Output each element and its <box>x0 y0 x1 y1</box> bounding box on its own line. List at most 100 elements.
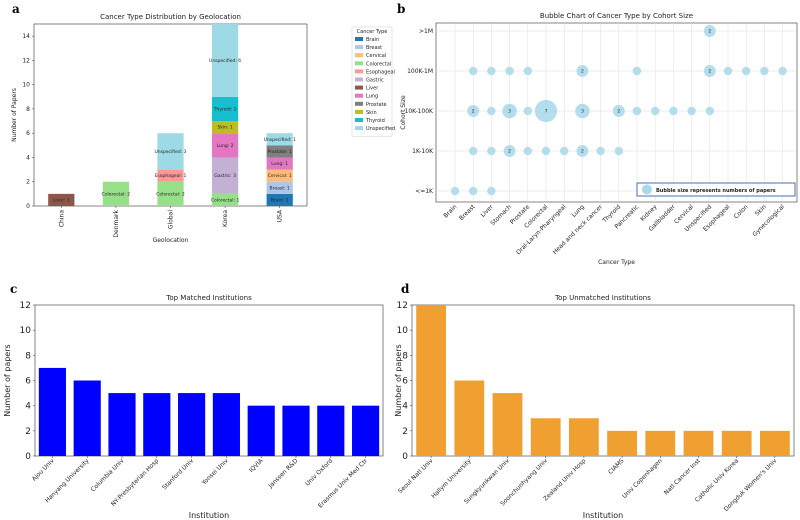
legend-label-liver: Liver <box>366 86 379 92</box>
legend-title: Cancer Type <box>357 29 388 35</box>
x-tick-label: Colon <box>733 203 750 220</box>
bar-segment-korea-gastric <box>211 157 239 194</box>
bar-sungkyunkwan-univ <box>492 393 523 456</box>
bubble-gynecological-100k-1m <box>778 66 787 76</box>
x-tick-label: Global <box>168 210 175 229</box>
bubble-liver-1k <box>487 186 496 196</box>
bubble-thyroid-1k-10k <box>614 146 623 156</box>
bubble-pancreatic-100k-1m <box>632 66 642 76</box>
panel-label-b: b <box>397 2 405 16</box>
bubble-count-label: 3 <box>581 109 584 115</box>
bubble-breast-1k-10k <box>469 146 478 156</box>
bar-hanyang-university <box>73 380 101 456</box>
segment-label: Esophageal: 1 <box>155 173 187 179</box>
bar-segment-usa-unspecified <box>266 133 293 146</box>
bubble-head-and-neck-cancer-1k-10k <box>596 146 605 156</box>
bar-segment-usa-prostate <box>266 145 293 158</box>
bubble-count-label: 2 <box>508 149 511 155</box>
x-tick-label: CIAMS <box>607 457 626 476</box>
bubble-breast-100k-1m <box>469 66 478 76</box>
bubble-count-label: 2 <box>581 149 584 155</box>
legend-swatch-brain <box>355 37 363 41</box>
legend-label-skin: Skin <box>366 110 377 116</box>
y-axis-label: Cohort Size <box>400 95 407 130</box>
x-tick-label: Janssen R&D <box>267 457 300 490</box>
bubble-lung-1k-10k <box>576 145 589 157</box>
legend-label-esophageal: Esophageal <box>366 69 395 75</box>
bar-segment-korea-colorectal <box>211 193 239 206</box>
bubble-liver-10k-100k <box>487 106 496 116</box>
x-axis-label: Institution <box>189 511 230 520</box>
segment-label: Cervical: 1 <box>268 173 292 179</box>
x-tick-label: Yonsei Univ <box>200 457 230 487</box>
bar-janssen-r-d <box>282 405 310 456</box>
x-axis-label: Institution <box>583 511 624 520</box>
bar-stanford-univ <box>178 393 206 456</box>
x-tick-label: Liver <box>479 203 495 219</box>
bar-segment-global-colorectal <box>157 181 184 206</box>
segment-label: Thyroid: 2 <box>213 106 237 112</box>
bar-yonsei-univ <box>212 393 240 456</box>
x-tick-label: Stanford Univ <box>161 457 195 491</box>
bubble-lung-100k-1m <box>576 65 589 77</box>
legend-box <box>636 182 796 197</box>
bar-segment-china-liver <box>48 193 75 206</box>
legend-swatch-cervical <box>355 53 363 58</box>
bubble-esophageal-100k-1m <box>723 66 733 76</box>
bubble-count-label: 2 <box>708 29 711 35</box>
bubble-count-label: 2 <box>581 69 584 75</box>
y-tick-label: 4 <box>26 154 30 161</box>
bubble-kidney-10k-100k <box>651 106 660 116</box>
bar-segment-denmark-colorectal <box>102 181 130 206</box>
y-tick-label: 8 <box>26 106 30 113</box>
y-axis-label: Number of papers <box>394 344 403 416</box>
segment-label: Unspecified: 3 <box>154 149 186 155</box>
legend-swatch-breast <box>355 45 363 50</box>
y-tick-label: 10 <box>22 82 30 89</box>
x-tick-label: Hallym University <box>430 457 473 500</box>
x-tick-label: Zealand Univ Hosp <box>542 457 587 502</box>
bubble-colorectal-10k-100k <box>534 99 558 123</box>
y-tick-label: >1M <box>419 28 433 35</box>
x-tick-label: Korea <box>222 210 229 227</box>
y-tick-label: 12 <box>22 57 30 64</box>
legend-label-lung: Lung <box>366 94 378 100</box>
bar-segment-usa-cervical <box>266 169 293 182</box>
bubble-stomach-100k-1m <box>505 66 514 76</box>
y-axis-label: Number of Papers <box>11 88 18 142</box>
y-tick-label: 10K-100K <box>405 108 435 115</box>
bar-segment-korea-lung <box>211 133 239 158</box>
bubble-colon-100k-1m <box>742 66 751 76</box>
x-tick-label: Univ Copenhagen <box>621 457 664 500</box>
legend-label-cervical: Cervical <box>366 53 386 59</box>
legend-swatch-thyroid <box>355 118 363 122</box>
x-tick-label: Columbia Univ <box>90 457 126 493</box>
bar-seoul-natl-univ <box>416 305 446 456</box>
x-axis-label: Cancer Type <box>598 259 635 266</box>
bubble-liver-1k-10k <box>487 146 496 156</box>
x-tick-label: Lung <box>571 203 586 218</box>
legend-swatch-esophageal <box>355 69 363 74</box>
y-tick-label: 100K-1M <box>407 68 433 75</box>
x-tick-label: USA <box>277 209 284 222</box>
bar-soonchunhyang-univ <box>530 418 561 456</box>
y-tick-label: <=1K <box>415 188 434 195</box>
bubble-brain-1k <box>450 186 460 196</box>
bar-segment-usa-breast <box>266 181 293 194</box>
bar-segment-global-unspecified <box>157 133 184 170</box>
chart-b-bubble-cohort-size: Bubble Chart of Cancer Type by Cohort Si… <box>400 12 798 266</box>
bar-segment-korea-unspecified <box>211 24 239 97</box>
legend-label-unspecified: Unspecified <box>366 126 395 132</box>
y-tick-label: 2 <box>402 427 408 437</box>
x-tick-label: Breast <box>458 203 477 222</box>
x-tick-label: Univ Oxford <box>304 457 334 487</box>
bar-dongduk-women-s-univ <box>760 430 790 456</box>
bar-segment-global-esophageal <box>157 169 184 182</box>
segment-label: Breast: 1 <box>270 185 290 191</box>
y-tick-label: 0 <box>26 203 30 210</box>
bar-catholic-univ-korea <box>721 430 752 456</box>
x-tick-label: Skin <box>754 203 768 217</box>
y-tick-label: 4 <box>402 402 408 412</box>
bubble-pancreatic-10k-100k <box>632 106 642 116</box>
